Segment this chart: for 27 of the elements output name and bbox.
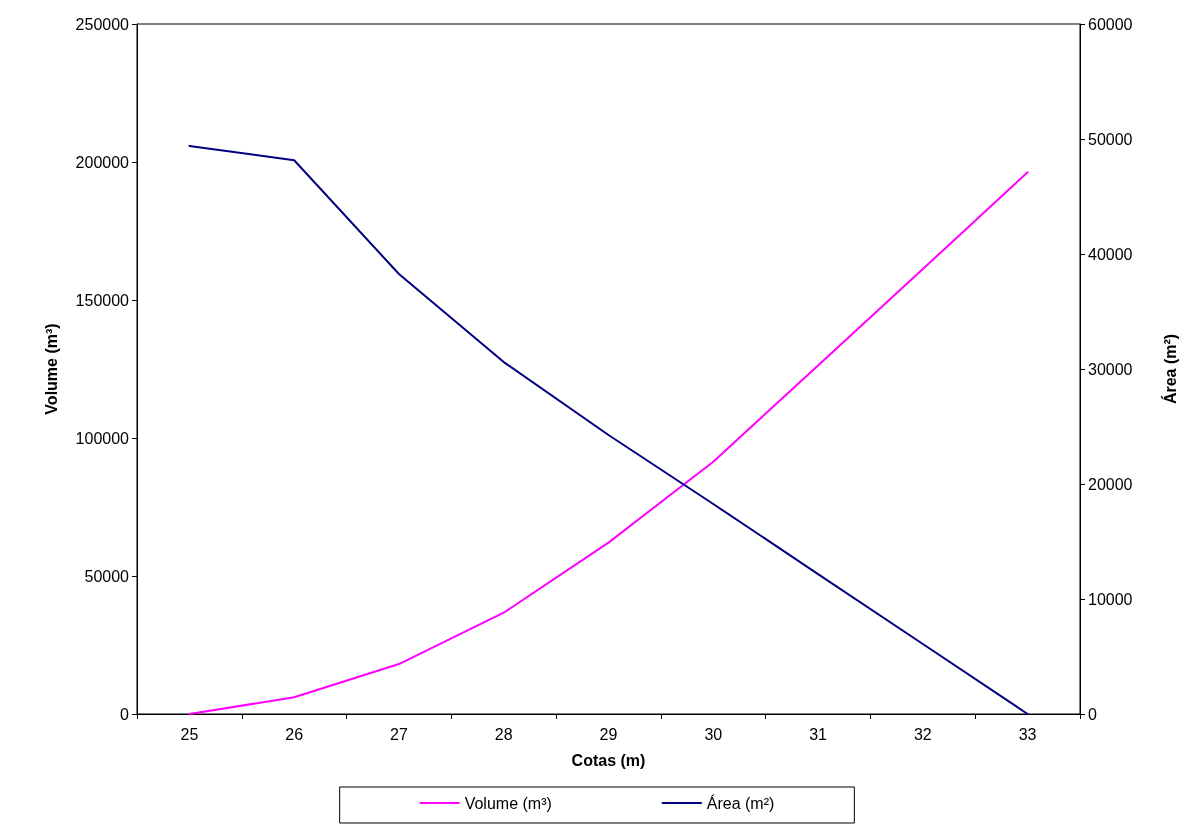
x-tick-label: 32 (913, 725, 932, 743)
y-axis-title: Volume (m³) (42, 323, 60, 415)
legend-label: Área (m²) (706, 793, 775, 812)
y2-tick-label: 50000 (1088, 130, 1133, 148)
x-tick-label: 33 (1018, 725, 1037, 743)
y2-tick-label: 40000 (1088, 245, 1133, 263)
x-tick-label: 29 (599, 725, 618, 743)
y-tick-label: 100000 (75, 429, 130, 447)
y2-tick-label: 20000 (1088, 475, 1133, 493)
y-tick-label: 50000 (84, 567, 130, 585)
y2-tick-label: 30000 (1088, 360, 1133, 378)
y2-tick-label: 60000 (1088, 15, 1133, 33)
y2-axis-title: Área (m²) (1160, 333, 1179, 405)
x-tick-label: 31 (809, 725, 828, 743)
y2-tick-label: 10000 (1088, 590, 1133, 608)
x-tick-label: 28 (494, 725, 513, 743)
x-tick-label: 30 (704, 725, 723, 743)
x-axis-title: Cotas (m) (571, 751, 646, 769)
y-tick-label: 250000 (75, 15, 130, 33)
y-tick-label: 200000 (75, 153, 130, 171)
y-tick-label: 150000 (75, 291, 130, 309)
x-tick-label: 26 (285, 725, 304, 743)
legend-label: Volume (m³) (464, 794, 552, 812)
y-tick-label: 0 (120, 705, 130, 723)
y2-tick-label: 0 (1088, 705, 1097, 723)
x-tick-label: 27 (390, 725, 408, 743)
x-tick-label: 25 (180, 725, 199, 743)
